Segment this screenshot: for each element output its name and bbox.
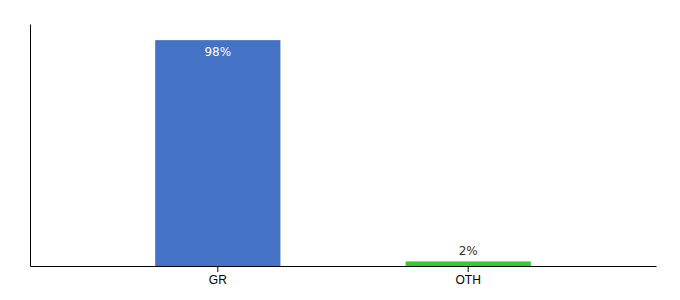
bars	[155, 40, 531, 266]
chart-container: GR OTH 98% 2%	[0, 0, 680, 300]
data-label: 98%	[204, 45, 231, 59]
x-tick: OTH	[456, 266, 481, 287]
plot-area: GR OTH 98% 2%	[31, 25, 657, 287]
chart-svg: GR OTH 98% 2%	[0, 0, 680, 300]
x-tick-mark	[217, 266, 218, 272]
y-axis-line	[30, 25, 31, 267]
data-label: 2%	[459, 244, 478, 258]
x-tick-label: OTH	[456, 273, 481, 287]
bar	[155, 40, 280, 266]
x-axis-line	[31, 266, 657, 267]
x-tick-label: GR	[209, 273, 227, 287]
data-labels: 98% 2%	[204, 45, 477, 258]
x-axis: GR OTH	[31, 266, 657, 287]
y-axis	[30, 25, 31, 267]
x-tick: GR	[209, 266, 227, 287]
bar	[406, 261, 531, 266]
x-tick-mark	[468, 266, 469, 272]
